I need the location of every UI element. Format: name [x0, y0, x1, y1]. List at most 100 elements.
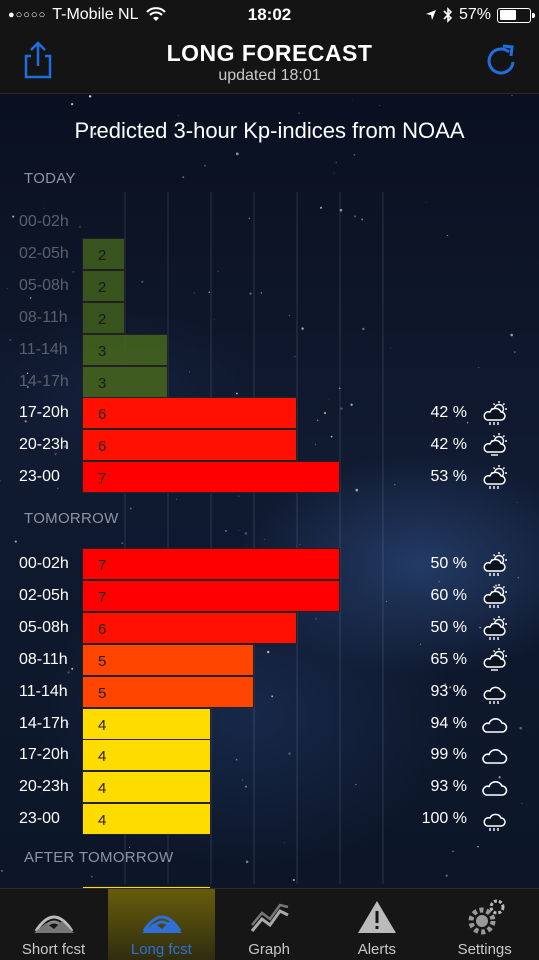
kp-value: 4 — [98, 716, 107, 734]
kp-bar: 4 — [82, 886, 211, 888]
cloud-cover-percent: 93 % — [430, 778, 467, 796]
forecast-row: 17-20h 6 42 % — [0, 397, 539, 430]
gear-icon — [468, 899, 505, 935]
kp-bar: 4 — [82, 707, 211, 740]
forecast-row: 23-00 7 53 % — [0, 461, 539, 494]
signal-icon: ●○○○○ — [8, 9, 47, 21]
battery-fill — [499, 10, 517, 20]
section-after-tomorrow: AFTER TOMORROW — [24, 849, 174, 866]
forecast-row: 02-05h 2 — [0, 237, 539, 270]
cloud-cover-percent: 60 % — [430, 586, 467, 604]
kp-bar: 7 — [82, 579, 340, 612]
kp-value: 4 — [98, 780, 107, 798]
bluetooth-icon — [443, 7, 453, 23]
status-right: 57% — [425, 6, 535, 24]
row-time: 14-17h — [19, 714, 69, 732]
forecast-row: 17-20h 4 99 % — [0, 739, 539, 772]
forecast-content[interactable]: Predicted 3-hour Kp-indices from NOAA TO… — [0, 94, 539, 888]
forecast-row: 11-14h 3 — [0, 333, 539, 366]
forecast-row: 23-00 4 100 % — [0, 803, 539, 836]
kp-bar: 3 — [82, 333, 168, 366]
partly-cloudy-icon — [483, 433, 507, 456]
tab-bar: Short fcst Long fcst Graph Alerts Settings — [0, 888, 539, 960]
row-time: 11-14h — [19, 682, 68, 700]
row-time: 11-14h — [19, 340, 68, 358]
tab-label: Long fcst — [130, 941, 192, 958]
row-time: 14-17h — [19, 372, 69, 390]
kp-value: 7 — [98, 470, 107, 488]
cloud-rain-icon — [483, 686, 506, 704]
row-time: 00-02h — [19, 213, 69, 230]
location-icon — [425, 10, 436, 20]
forecast-row: 02-05h 7 60 % — [0, 579, 539, 612]
tab-settings[interactable]: Settings — [431, 889, 538, 960]
forecast-row: 14-17h 4 94 % — [0, 707, 539, 740]
kp-value: 2 — [98, 246, 107, 264]
forecast-row: 05-08h 6 50 % — [0, 611, 539, 644]
kp-bar: 4 — [82, 739, 211, 772]
kp-bar: 2 — [82, 237, 125, 270]
cloud-cover-percent: 50 % — [430, 618, 467, 636]
forecast-row: 00-02h — [0, 206, 539, 238]
row-time: 00-02h — [19, 555, 69, 572]
kp-bar: 2 — [82, 301, 125, 334]
tab-long-fcst[interactable]: Long fcst — [107, 889, 215, 960]
kp-bar: 6 — [82, 429, 297, 462]
alert-icon — [358, 901, 397, 933]
tab-alerts[interactable]: Alerts — [323, 889, 430, 960]
kp-value: 6 — [98, 620, 107, 638]
kp-value: 7 — [98, 557, 107, 574]
row-time: 05-08h — [19, 276, 69, 294]
forecast-row: 08-11h 5 65 % — [0, 643, 539, 676]
tab-short-fcst[interactable]: Short fcst — [0, 889, 107, 960]
share-icon[interactable] — [18, 40, 58, 80]
status-left: ●○○○○ T-Mobile NL — [8, 6, 167, 24]
battery-percent: 57% — [458, 6, 491, 23]
section-tomorrow: TOMORROW — [24, 510, 119, 527]
kp-value: 3 — [98, 374, 107, 392]
refresh-icon[interactable] — [481, 40, 521, 80]
row-time: 23-00 — [19, 810, 60, 828]
cloud-icon — [482, 781, 508, 797]
kp-value: 4 — [98, 748, 107, 766]
section-today: TODAY — [24, 170, 76, 187]
kp-value: 5 — [98, 684, 107, 702]
partly-cloudy-icon — [483, 647, 507, 671]
row-time: 08-11h — [19, 650, 68, 668]
cloud-rain-icon — [483, 813, 506, 832]
row-time: 02-05h — [19, 244, 69, 262]
row-time: 08-11h — [19, 308, 68, 326]
cloud-cover-percent: 99 % — [430, 746, 467, 764]
kp-bar: 3 — [82, 365, 168, 398]
forecast-row: 11-14h 5 93 % — [0, 675, 539, 708]
cloud-cover-percent: 50 % — [430, 555, 467, 572]
forecast-row: 00-02h 7 50 % — [0, 548, 539, 580]
cloud-cover-percent: 42 % — [430, 436, 467, 454]
cloud-cover-percent: 53 % — [430, 468, 467, 486]
row-time: 05-08h — [19, 618, 69, 636]
row-time: 17-20h — [19, 746, 69, 764]
tab-label: Short fcst — [21, 941, 86, 958]
cloud-cover-percent: 65 % — [430, 650, 467, 668]
kp-value: 2 — [98, 278, 107, 296]
forecast-row: 20-23h 6 42 % — [0, 429, 539, 462]
forecast-row: 20-23h 4 93 % — [0, 771, 539, 804]
forecast-headline: Predicted 3-hour Kp-indices from NOAA — [74, 118, 465, 143]
cloud-icon — [482, 717, 508, 733]
kp-value: 6 — [98, 438, 107, 456]
row-time: 02-05h — [19, 586, 69, 604]
kp-bar: 2 — [82, 269, 125, 302]
kp-value: 4 — [98, 812, 107, 830]
tab-label: Alerts — [357, 941, 397, 958]
partly-cloudy-rain-icon — [483, 465, 507, 490]
cloud-cover-percent: 93 % — [430, 682, 467, 700]
carrier-label: T-Mobile NL — [52, 6, 139, 23]
kp-value: 3 — [98, 342, 107, 360]
tab-graph[interactable]: Graph — [216, 889, 323, 960]
partly-cloudy-rain-icon — [483, 401, 507, 426]
forecast-row: 14-17h 3 — [0, 365, 539, 398]
updated-label: updated 18:01 — [218, 67, 321, 84]
forecast-row: 08-11h 2 — [0, 301, 539, 334]
kp-bar: 5 — [82, 643, 254, 676]
row-time: 20-23h — [19, 436, 69, 454]
